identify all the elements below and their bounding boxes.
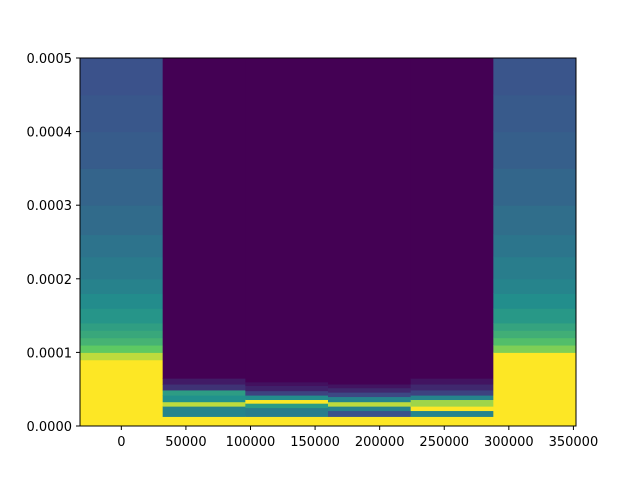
heatmap-cell: [410, 416, 494, 427]
heatmap-cell: [328, 392, 412, 398]
x-axis: 0 50000 100000 150000 200000 250000 300000 3500…: [117, 426, 598, 450]
heatmap-cell: [328, 396, 412, 403]
heatmap-cell: [493, 131, 577, 169]
heatmap-cell: [410, 389, 494, 396]
heatmap-cell: [245, 385, 329, 392]
heatmap-cell: [410, 399, 494, 407]
y-tick-label: 0.0003: [27, 199, 73, 214]
heatmap-cell: [410, 406, 494, 412]
heatmap-cell: [328, 384, 412, 389]
heatmap-cell: [328, 416, 412, 427]
heatmap-cell: [162, 395, 246, 403]
heatmap-cell: [80, 359, 164, 427]
x-tick-label: 350000: [549, 435, 599, 450]
heatmap-cell: [80, 293, 164, 309]
heatmap-cell: [328, 406, 412, 412]
heatmap-cell: [328, 410, 412, 417]
heatmap-cell: [80, 308, 164, 324]
heatmap-cell: [493, 293, 577, 309]
heatmap-cells: [80, 58, 577, 427]
heatmap-cell: [162, 58, 246, 379]
heatmap-cell: [245, 407, 329, 417]
heatmap-cell: [493, 278, 577, 295]
heatmap-cell: [245, 390, 329, 396]
heatmap-cell: [410, 395, 494, 401]
heatmap-cell: [410, 58, 494, 379]
heatmap-cell: [80, 352, 164, 361]
heatmap-cell: [80, 337, 164, 346]
heatmap-cell: [80, 345, 164, 353]
heatmap-cell: [493, 352, 577, 427]
heatmap-cell: [493, 58, 577, 96]
heatmap-cell: [493, 168, 577, 206]
y-tick-label: 0.0001: [27, 346, 73, 361]
heatmap-cell: [493, 205, 577, 236]
heatmap-cell: [328, 401, 412, 407]
heatmap-cell: [328, 58, 412, 385]
y-tick-label: 0.0004: [27, 126, 73, 141]
heatmap-cell: [80, 256, 164, 280]
heatmap-cell: [328, 387, 412, 393]
y-tick-label: 0.0005: [27, 52, 73, 67]
x-tick-label: 100000: [226, 435, 276, 450]
heatmap-cell: [493, 330, 577, 339]
heatmap-cell: [80, 330, 164, 339]
heatmap-cell: [162, 406, 246, 417]
heatmap-cell: [162, 378, 246, 385]
heatmap-cell: [162, 389, 246, 396]
plot-frame: [79, 57, 577, 427]
heatmap-cell: [245, 381, 329, 387]
heatmap-cell: [410, 378, 494, 385]
heatmap-cell: [80, 234, 164, 258]
heatmap-cell: [410, 410, 494, 417]
x-tick-label: 0: [117, 435, 125, 450]
heatmap-cell: [245, 403, 329, 409]
heatmap-cell: [493, 308, 577, 324]
heatmap-cell: [80, 278, 164, 295]
heatmap-cell: [245, 395, 329, 401]
x-tick-label: 300000: [484, 435, 534, 450]
heatmap-cell: [410, 384, 494, 391]
y-tick-label: 0.0002: [27, 273, 73, 288]
heatmap-cell: [493, 234, 577, 258]
heatmap-cell: [80, 205, 164, 236]
heatmap-cell: [245, 416, 329, 427]
heatmap-cell: [80, 322, 164, 331]
y-tick-label: 0.0000: [27, 420, 73, 435]
heatmap-cell: [493, 256, 577, 280]
heatmap-cell: [493, 94, 577, 133]
heatmap-cell: [245, 399, 329, 404]
y-axis: 0.0000 0.0001 0.0002 0.0003 0.0004 0.0005: [27, 52, 80, 435]
heatmap-cell: [162, 401, 246, 407]
heatmap-cell: [162, 384, 246, 391]
heatmap-cell: [493, 337, 577, 346]
heatmap-cell: [80, 94, 164, 133]
heatmap-cell: [245, 58, 329, 383]
x-tick-label: 250000: [419, 435, 469, 450]
x-tick-label: 200000: [355, 435, 405, 450]
heatmap-cell: [162, 416, 246, 427]
x-tick-label: 50000: [165, 435, 206, 450]
heatmap-cell: [493, 345, 577, 353]
heatmap-cell: [493, 322, 577, 331]
heatmap-cell: [80, 58, 164, 96]
heatmap-cell: [80, 131, 164, 169]
x-tick-label: 150000: [290, 435, 340, 450]
heatmap-cell: [80, 168, 164, 206]
